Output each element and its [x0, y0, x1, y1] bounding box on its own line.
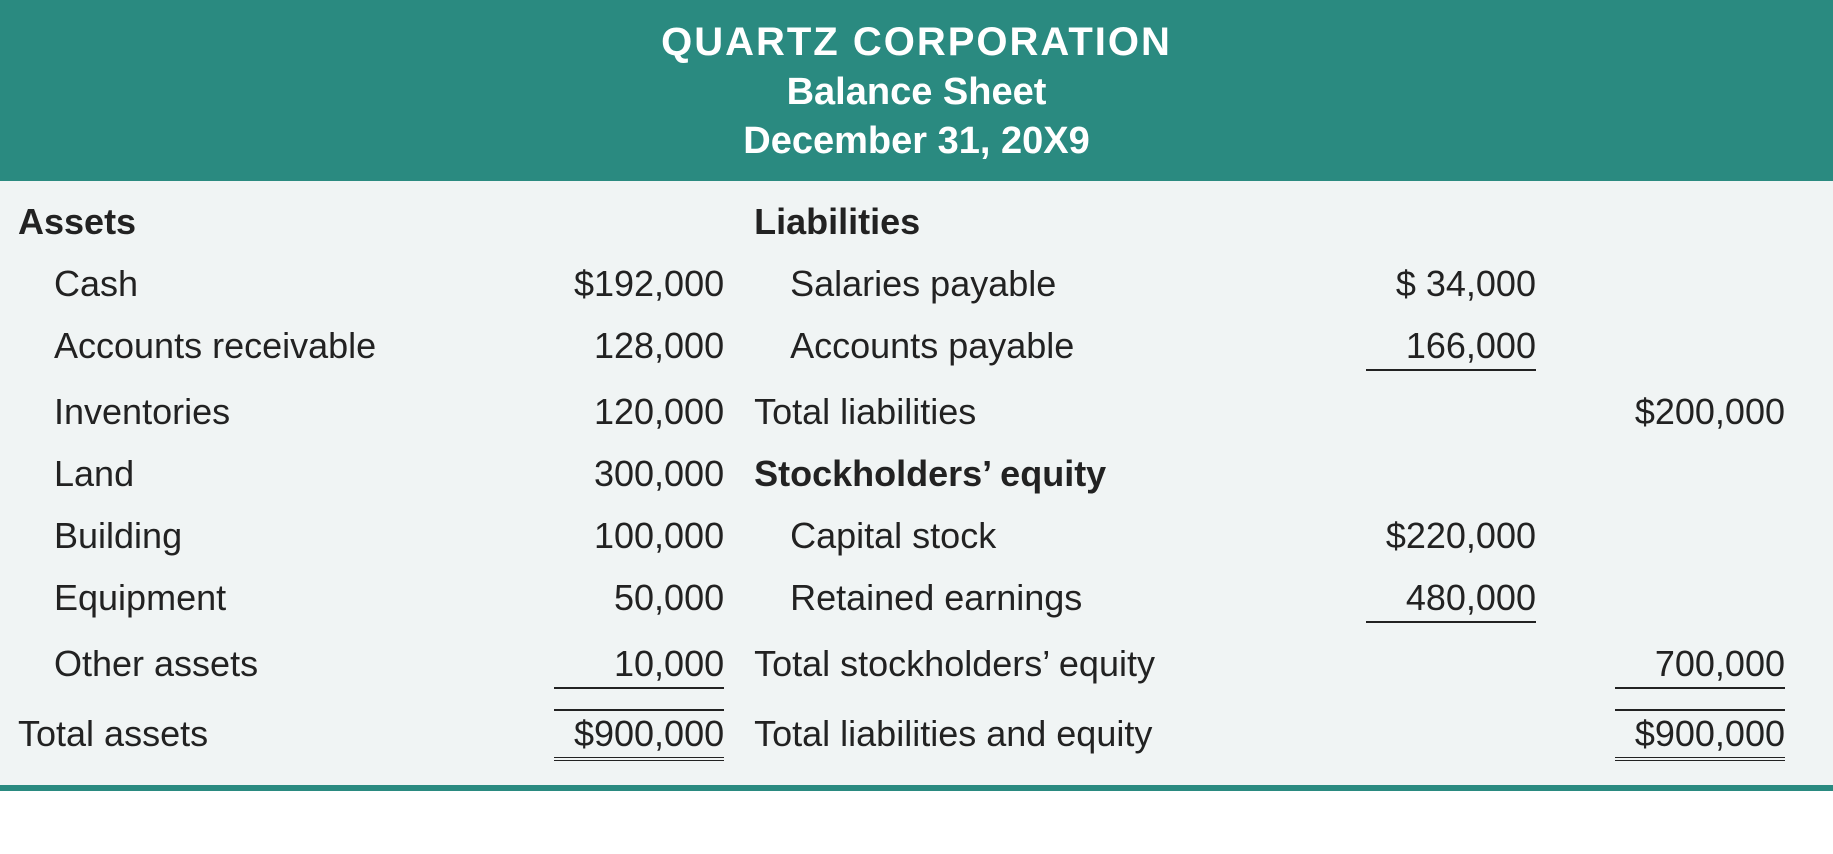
- asset-label: Land: [18, 443, 483, 505]
- asset-value: 128,000: [483, 315, 754, 381]
- asset-label: Equipment: [18, 567, 483, 633]
- equity-label: Retained earnings: [754, 567, 1317, 633]
- equity-header: Stockholders’ equity: [754, 443, 1317, 505]
- table-row: Other assets 10,000 Total stockholders’ …: [18, 633, 1815, 699]
- table-row: Assets Liabilities: [18, 191, 1815, 253]
- liabilities-header: Liabilities: [754, 191, 1317, 253]
- sheet-header: QUARTZ CORPORATION Balance Sheet Decembe…: [0, 6, 1833, 181]
- grand-total-value: $900,000: [1566, 699, 1815, 771]
- asset-value: 120,000: [483, 381, 754, 443]
- asset-value: 100,000: [483, 505, 754, 567]
- company-name: QUARTZ CORPORATION: [0, 20, 1833, 65]
- asset-label: Building: [18, 505, 483, 567]
- sheet-body: Assets Liabilities Cash $192,000 Salarie…: [0, 181, 1833, 785]
- asset-value: $192,000: [483, 253, 754, 315]
- total-assets-label: Total assets: [18, 699, 483, 771]
- equity-value: 480,000: [1317, 567, 1566, 633]
- balance-sheet-table: Assets Liabilities Cash $192,000 Salarie…: [18, 191, 1815, 771]
- table-row: Cash $192,000 Salaries payable $ 34,000: [18, 253, 1815, 315]
- asset-value: 10,000: [483, 633, 754, 699]
- asset-label: Other assets: [18, 633, 483, 699]
- table-row: Equipment 50,000 Retained earnings 480,0…: [18, 567, 1815, 633]
- table-row: Inventories 120,000 Total liabilities $2…: [18, 381, 1815, 443]
- liability-value: 166,000: [1317, 315, 1566, 381]
- asset-label: Accounts receivable: [18, 315, 483, 381]
- equity-label: Capital stock: [754, 505, 1317, 567]
- balance-sheet: QUARTZ CORPORATION Balance Sheet Decembe…: [0, 0, 1833, 791]
- liability-label: Salaries payable: [754, 253, 1317, 315]
- asset-label: Inventories: [18, 381, 483, 443]
- assets-header: Assets: [18, 191, 483, 253]
- equity-value: $220,000: [1317, 505, 1566, 567]
- total-liabilities-value: $200,000: [1566, 381, 1815, 443]
- total-liabilities-label: Total liabilities: [754, 381, 1317, 443]
- table-row: Land 300,000 Stockholders’ equity: [18, 443, 1815, 505]
- asset-label: Cash: [18, 253, 483, 315]
- total-equity-value: 700,000: [1566, 633, 1815, 699]
- grand-total-label: Total liabilities and equity: [754, 699, 1317, 771]
- liability-value: $ 34,000: [1317, 253, 1566, 315]
- liability-label: Accounts payable: [754, 315, 1317, 381]
- table-row: Accounts receivable 128,000 Accounts pay…: [18, 315, 1815, 381]
- statement-date: December 31, 20X9: [0, 120, 1833, 163]
- table-row: Total assets $900,000 Total liabilities …: [18, 699, 1815, 771]
- asset-value: 300,000: [483, 443, 754, 505]
- asset-value: 50,000: [483, 567, 754, 633]
- statement-title: Balance Sheet: [0, 71, 1833, 114]
- total-assets-value: $900,000: [483, 699, 754, 771]
- table-row: Building 100,000 Capital stock $220,000: [18, 505, 1815, 567]
- total-equity-label: Total stockholders’ equity: [754, 633, 1317, 699]
